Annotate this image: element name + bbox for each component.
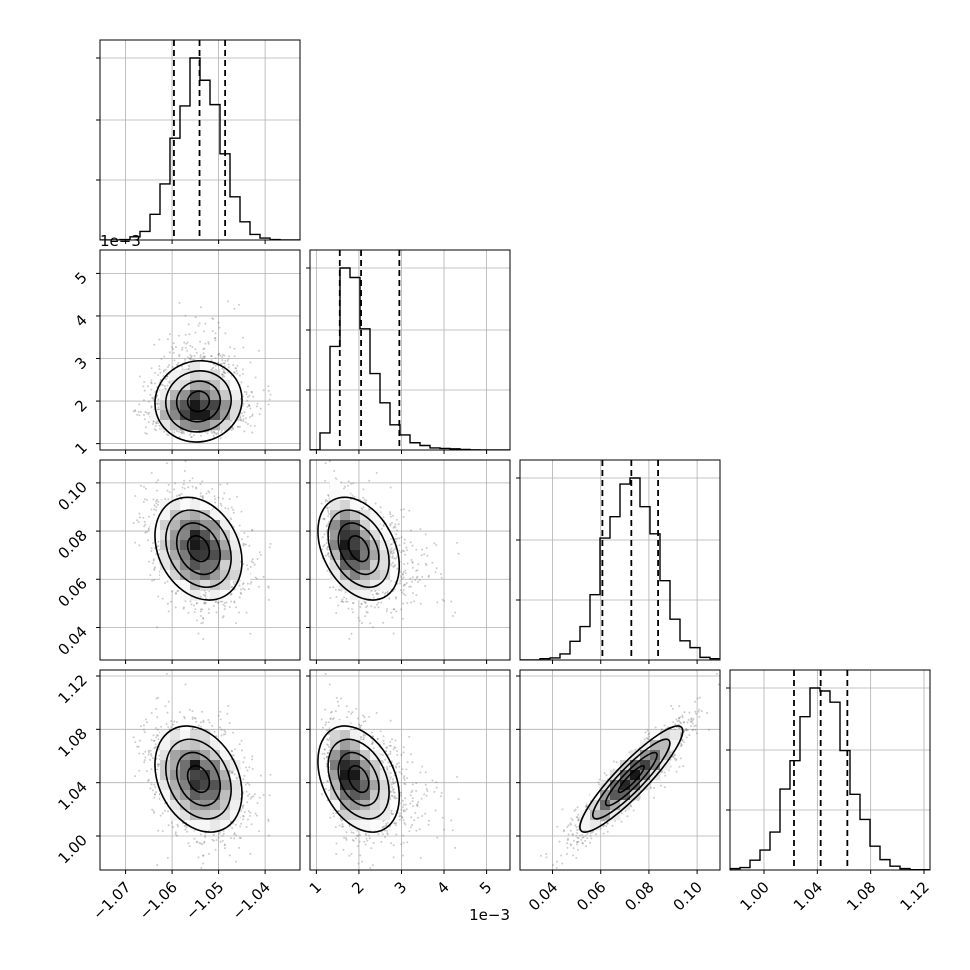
- contour-line: [165, 738, 232, 820]
- panel-1-0: 1 2 3 4 5 1e−3: [71, 232, 301, 458]
- contour-line: [175, 380, 222, 423]
- contour-line: [154, 725, 243, 833]
- contour-line: [317, 496, 401, 601]
- x-tick-label: 0.10: [670, 878, 706, 914]
- grid: [520, 460, 720, 660]
- y-tick-label: 0.06: [54, 574, 90, 610]
- panel-frame: [309, 669, 511, 871]
- y-tick-label: 1.00: [54, 831, 90, 867]
- contour-line: [175, 751, 222, 807]
- contour-line: [154, 496, 243, 601]
- x-tick-label: 1: [306, 878, 325, 897]
- density-fill: [150, 360, 241, 431]
- y-tick-label: 2: [71, 396, 90, 415]
- x-tick-label: −1.07: [89, 878, 134, 923]
- y-tick-label: 1.08: [54, 724, 90, 760]
- y-tick-label: 0.08: [54, 526, 90, 562]
- panel-0-0: [96, 39, 301, 244]
- panel-2-1: [306, 459, 511, 664]
- contour-line: [165, 370, 232, 433]
- contour-line: [327, 738, 390, 820]
- y-tick-label: 4: [71, 311, 90, 330]
- grid: [100, 460, 300, 660]
- contour-line: [186, 764, 211, 794]
- panel-frame: [309, 459, 511, 661]
- contour-line: [347, 764, 370, 794]
- x-tick-label: 0.06: [573, 878, 609, 914]
- contour-line: [617, 764, 645, 794]
- panel-frame: [729, 669, 931, 871]
- y-tick-label: 5: [71, 269, 90, 288]
- x-offset-label: 1e−3: [469, 906, 510, 924]
- x-tick-label: 3: [391, 878, 410, 897]
- panel-3-3: 1.00 1.04 1.08 1.12: [726, 669, 933, 914]
- contours: [154, 725, 243, 833]
- y-tick-label: 1: [71, 439, 90, 458]
- x-tick-label: 0.08: [621, 878, 657, 914]
- x-tick-label: 1.04: [790, 878, 826, 914]
- contour-line: [337, 522, 380, 576]
- grid: [310, 670, 510, 870]
- panel-frame: [99, 669, 301, 871]
- contours: [317, 725, 401, 833]
- contours: [579, 725, 684, 833]
- density-fill: [580, 730, 681, 831]
- x-tick-label: −1.04: [229, 878, 274, 923]
- panel-2-2: [516, 459, 721, 664]
- panel-frame: [519, 669, 721, 871]
- contour-line: [175, 522, 222, 576]
- histogram-step: [520, 477, 720, 660]
- panel-frame: [309, 249, 511, 451]
- panel-1-1: [306, 249, 511, 454]
- contours: [317, 496, 401, 601]
- y-tick-label: 1.12: [54, 671, 90, 707]
- grid: [100, 670, 300, 870]
- x-tick-label: 1.00: [736, 878, 772, 914]
- x-tick-label: 4: [433, 878, 452, 897]
- x-tick-label: 0.04: [525, 878, 561, 914]
- contours: [154, 359, 243, 443]
- histogram-step: [100, 57, 300, 240]
- contour-line: [347, 535, 370, 563]
- panel-3-0: −1.07 −1.06 −1.05 −1.04 1.00 1.04 1.08 1.12: [54, 669, 301, 923]
- histogram-step: [730, 687, 930, 870]
- x-tick-label: 1.08: [843, 878, 879, 914]
- contour-line: [186, 535, 211, 563]
- contour-line: [337, 751, 380, 807]
- panel-frame: [99, 459, 301, 661]
- contour-line: [579, 725, 684, 833]
- y-offset-label: 1e−3: [100, 232, 141, 250]
- contour-line: [186, 390, 211, 413]
- panel-2-0: 0.04 0.06 0.08 0.10: [54, 459, 301, 664]
- contours: [154, 496, 243, 601]
- panel-frame: [99, 39, 301, 241]
- contour-line: [154, 359, 243, 443]
- x-tick-label: 1.12: [896, 878, 932, 914]
- panel-frame: [99, 249, 301, 451]
- density-fill: [150, 500, 251, 601]
- panel-frame: [519, 459, 721, 661]
- contour-line: [317, 725, 401, 833]
- contour-line: [604, 751, 658, 807]
- y-tick-label: 1.04: [54, 778, 90, 814]
- contour-line: [165, 509, 232, 588]
- y-tick-label: 3: [71, 354, 90, 373]
- panel-3-1: 1 2 3 4 5 1e−3: [306, 669, 511, 924]
- density-fill: [330, 720, 401, 831]
- x-tick-label: −1.05: [182, 878, 227, 923]
- panel-3-2: 0.04 0.06 0.08 0.10: [516, 669, 721, 914]
- contour-line: [592, 738, 671, 820]
- contour-line: [327, 509, 390, 588]
- y-tick-label: 0.04: [54, 623, 90, 659]
- y-tick-label: 0.10: [54, 478, 90, 514]
- x-tick-label: 5: [476, 878, 495, 897]
- x-tick-label: 2: [348, 878, 367, 897]
- x-tick-label: −1.06: [136, 878, 181, 923]
